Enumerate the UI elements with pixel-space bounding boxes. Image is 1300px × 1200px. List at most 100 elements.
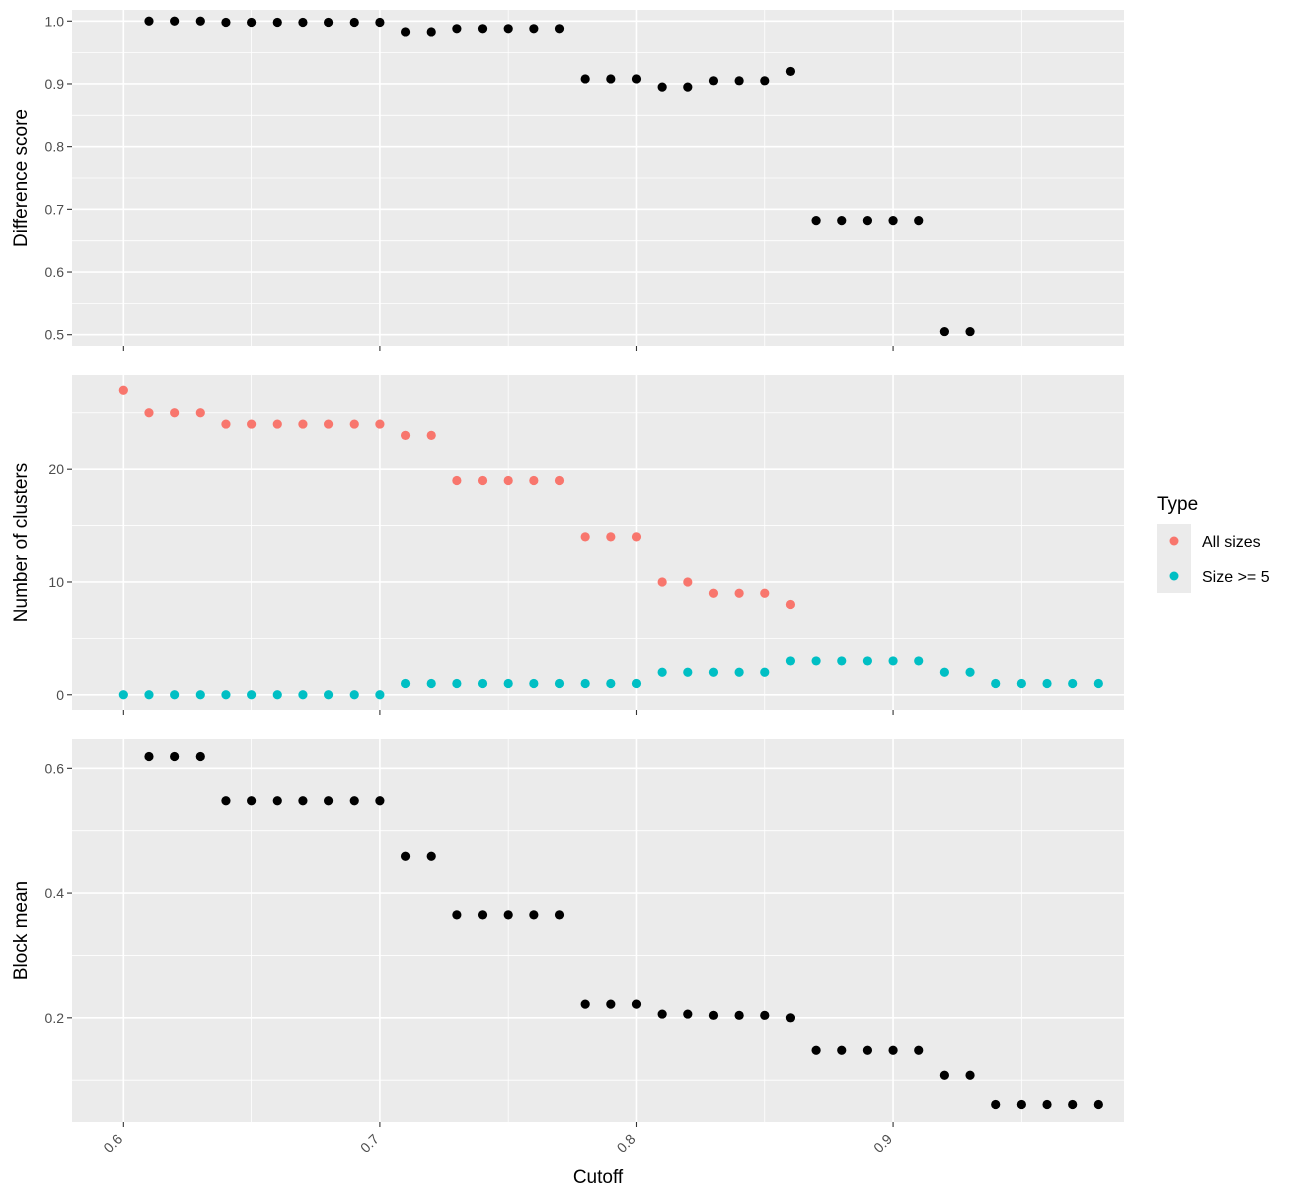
data-point	[811, 656, 821, 666]
data-point	[1016, 678, 1026, 689]
data-point	[375, 419, 385, 429]
data-point	[195, 751, 205, 762]
data-point	[477, 910, 488, 920]
data-point	[734, 588, 744, 598]
data-point	[144, 751, 154, 762]
y-tick-label: 0	[56, 687, 64, 703]
y-tick-label: 0.6	[45, 264, 65, 280]
data-point	[837, 1045, 847, 1055]
data-point	[888, 656, 898, 666]
data-point	[170, 690, 180, 700]
data-point	[477, 678, 488, 689]
y-tick-label: 10	[48, 574, 64, 590]
data-point	[657, 82, 667, 92]
data-point	[914, 216, 924, 226]
data-point	[400, 430, 411, 440]
y-axis-title-clusters: Number of clusters	[11, 463, 32, 622]
data-point	[760, 588, 770, 598]
data-point	[503, 910, 513, 920]
legend-item-all-sizes: All sizes	[1169, 534, 1261, 551]
data-point	[349, 17, 359, 28]
data-point	[888, 216, 898, 226]
data-point	[426, 851, 436, 861]
data-point	[272, 419, 282, 429]
panel-block: 0.2 0.4 0.6 Block mean	[11, 739, 1124, 1127]
data-point	[939, 667, 949, 677]
data-point	[477, 24, 488, 34]
data-point	[452, 910, 462, 920]
data-point	[1093, 1099, 1103, 1110]
data-point	[862, 216, 873, 226]
data-point	[862, 1045, 873, 1055]
data-point	[118, 690, 128, 700]
data-point	[195, 16, 205, 26]
data-point	[760, 1010, 770, 1020]
data-point	[375, 796, 385, 806]
data-point	[554, 910, 565, 920]
data-point	[349, 796, 359, 806]
y-tick-label: 0.9	[45, 76, 65, 92]
data-point	[452, 24, 462, 34]
data-point	[1093, 678, 1103, 689]
data-point	[118, 385, 128, 395]
data-point	[580, 678, 590, 689]
data-point	[785, 599, 796, 610]
data-point	[323, 17, 334, 28]
panel-difference: 0.5 0.6 0.7 0.8 0.9 1.0 Difference score	[11, 10, 1124, 351]
data-point	[657, 577, 667, 587]
data-point	[400, 678, 411, 689]
data-point	[272, 796, 282, 806]
data-point	[529, 24, 539, 34]
data-point	[914, 1045, 924, 1055]
data-point	[580, 532, 590, 542]
series-clusters-1	[118, 656, 1103, 700]
y-tick-label: 1.0	[45, 13, 65, 29]
data-point	[1042, 678, 1052, 689]
data-point	[606, 532, 616, 542]
data-point	[170, 16, 180, 26]
data-point	[837, 656, 847, 666]
legend-label-all-sizes: All sizes	[1202, 534, 1261, 551]
data-point	[452, 678, 462, 689]
data-point	[298, 419, 308, 429]
data-point	[631, 999, 642, 1009]
data-point	[837, 216, 847, 226]
data-point	[760, 667, 770, 677]
data-point	[811, 1045, 821, 1055]
data-point	[426, 430, 436, 440]
data-point	[272, 17, 282, 28]
series-difference-0	[144, 16, 975, 337]
data-point	[323, 796, 334, 806]
data-point	[426, 678, 436, 689]
data-point	[247, 690, 257, 700]
data-point	[606, 999, 616, 1009]
data-point	[683, 82, 693, 92]
data-point	[400, 27, 411, 37]
data-point	[734, 76, 744, 86]
data-point	[554, 475, 565, 486]
data-point	[657, 1009, 667, 1019]
x-tick-label: 0.8	[614, 1131, 639, 1156]
data-point	[888, 1045, 898, 1055]
data-point	[965, 326, 975, 337]
data-point	[144, 16, 154, 26]
y-axis-title-block: Block mean	[11, 881, 32, 980]
data-point	[631, 532, 642, 542]
data-point	[785, 1013, 796, 1023]
data-point	[554, 678, 565, 689]
data-point	[221, 796, 231, 806]
data-point	[170, 751, 180, 762]
data-point	[247, 796, 257, 806]
x-tick-label: 0.7	[357, 1131, 382, 1156]
x-axis-title: Cutoff	[573, 1167, 624, 1188]
data-point	[734, 667, 744, 677]
data-point	[683, 1009, 693, 1019]
panel-background	[72, 375, 1124, 710]
data-point	[631, 74, 642, 84]
data-point	[323, 419, 334, 429]
data-point	[375, 690, 385, 700]
data-point	[170, 408, 180, 418]
panel-background	[72, 739, 1124, 1122]
data-point	[144, 690, 154, 700]
